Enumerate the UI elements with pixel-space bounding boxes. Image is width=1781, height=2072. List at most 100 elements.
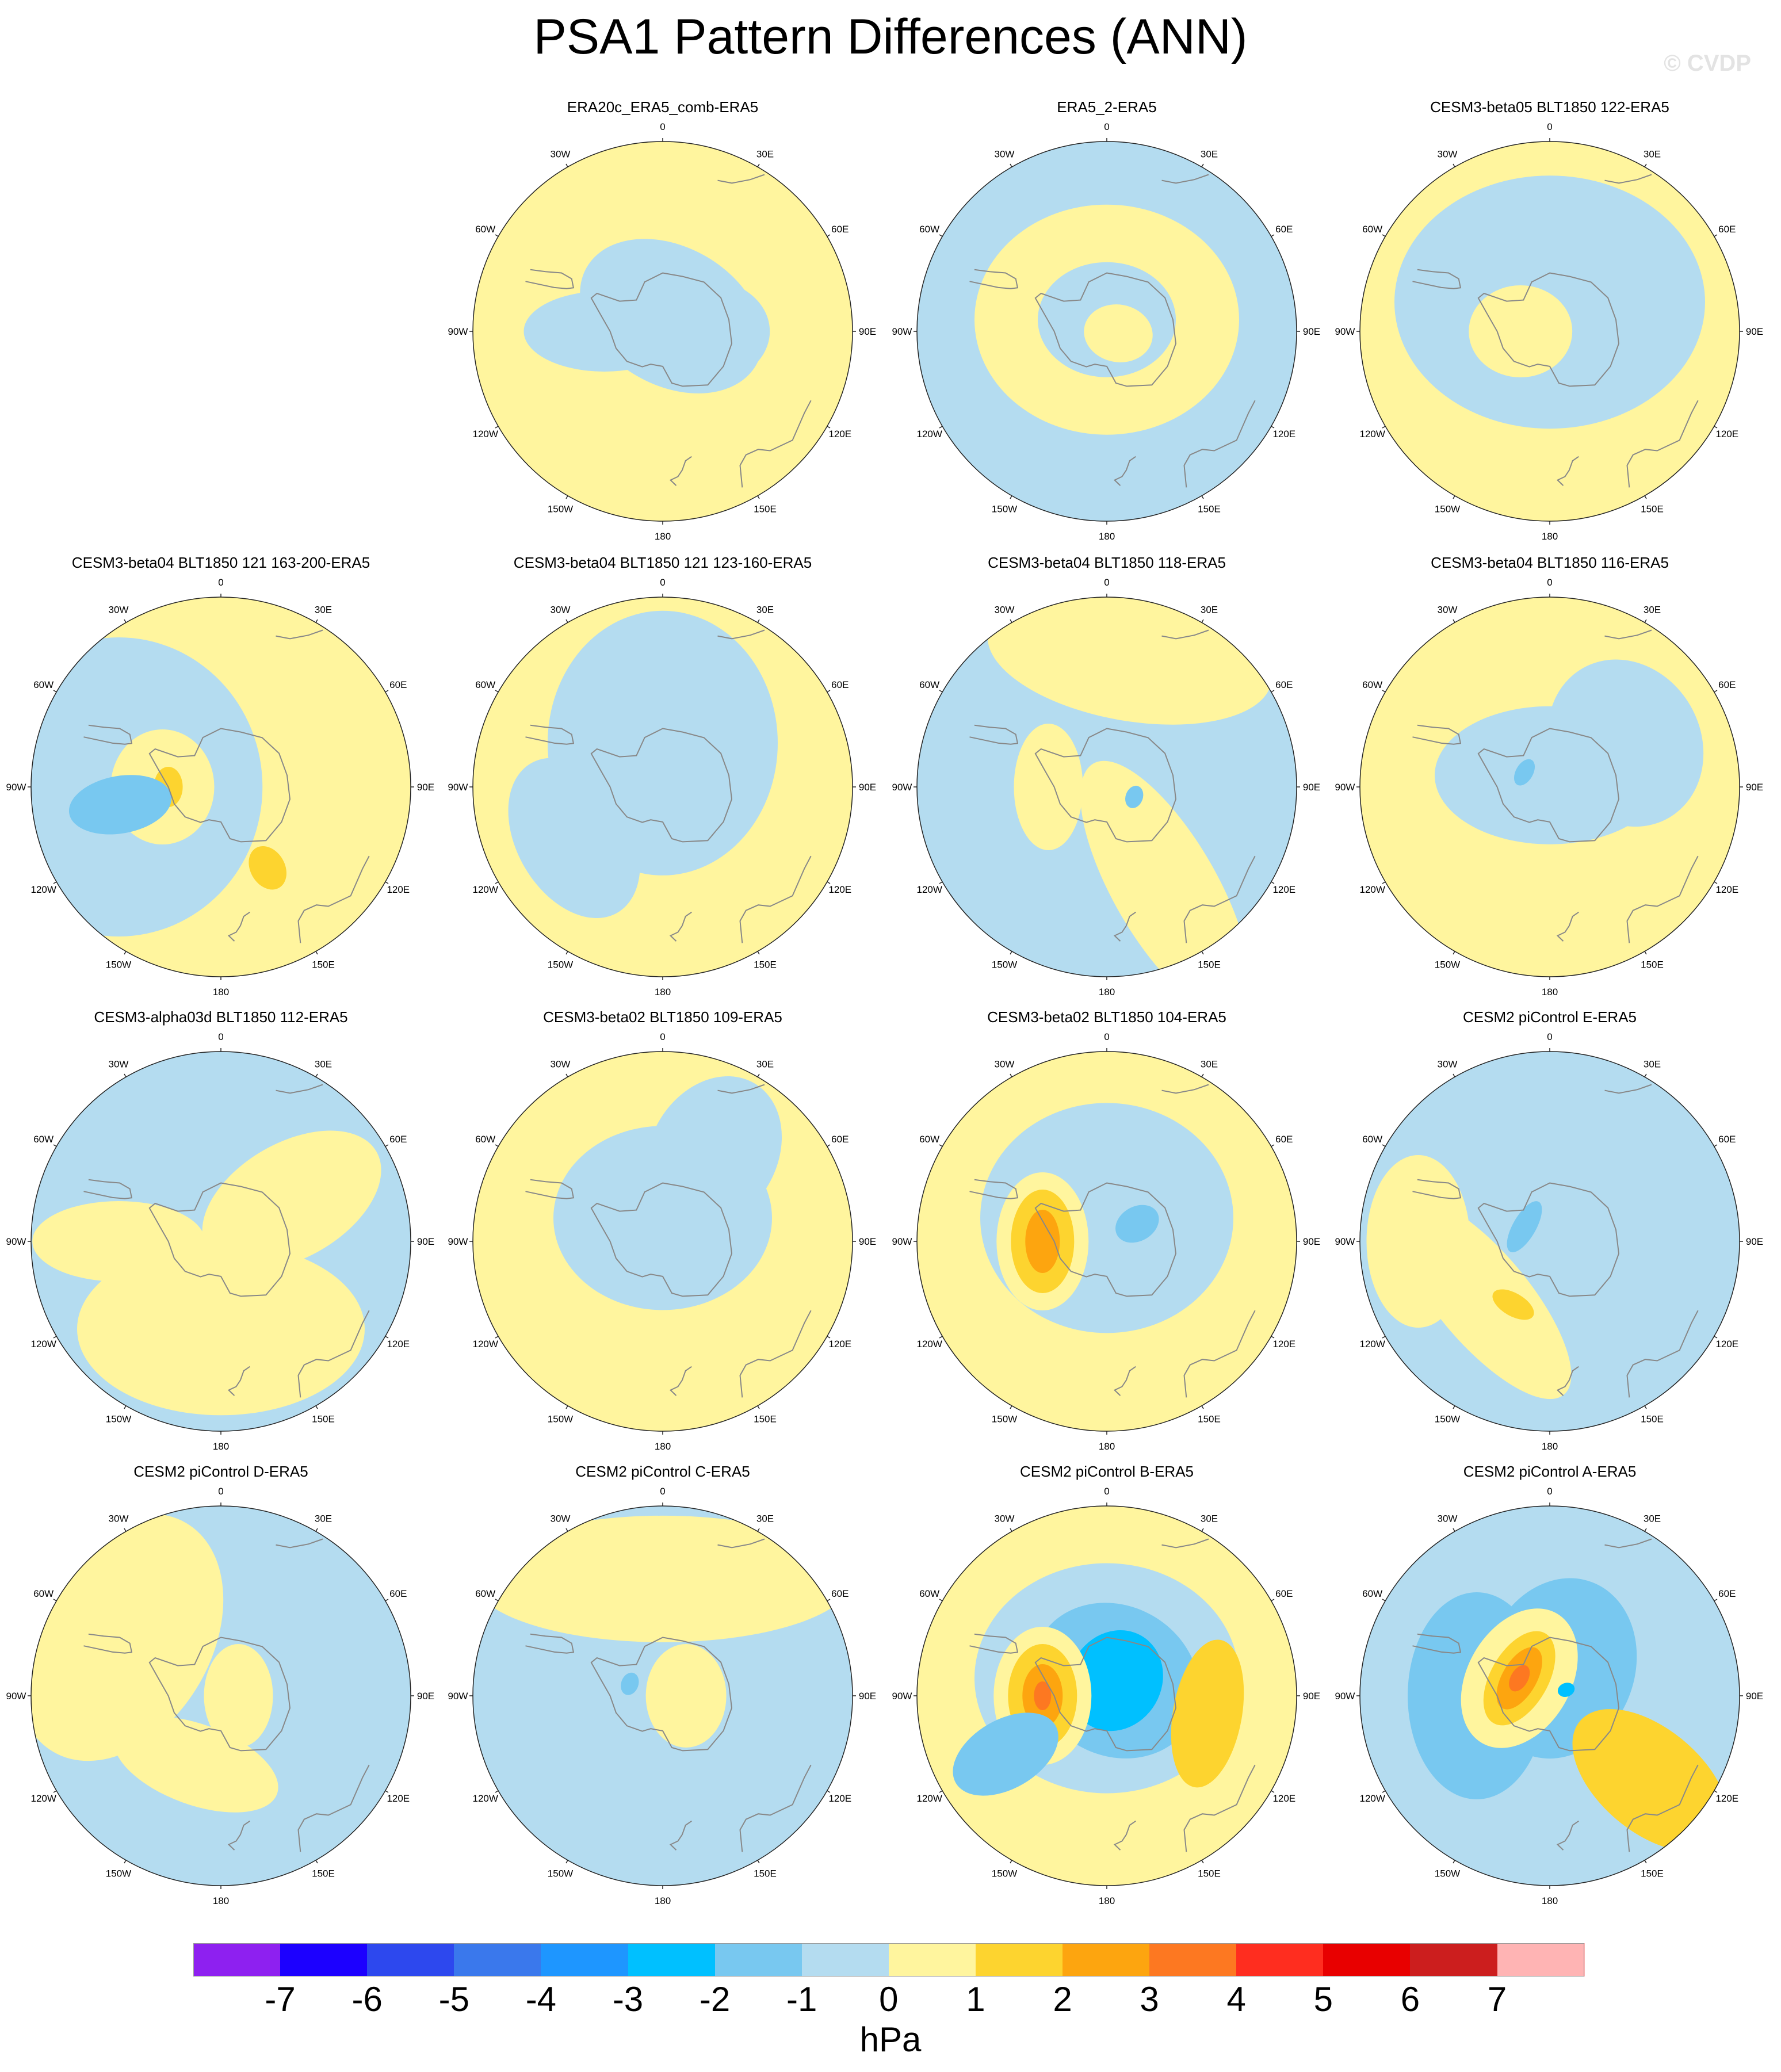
lon-label: 30E <box>1644 149 1661 160</box>
lon-label: 60W <box>1362 1588 1382 1599</box>
polar-map: 0 30E 60E 90E 120E 150E 180 150W 120W 90W 60W 30W <box>1335 577 1764 997</box>
lon-tick <box>1714 1144 1718 1147</box>
contour-region <box>1084 304 1153 362</box>
colorbar-tick-label: -3 <box>612 1980 644 2019</box>
lon-label: 120E <box>1272 1339 1295 1350</box>
contour-region <box>1034 1681 1052 1710</box>
lon-tick <box>1010 1405 1012 1409</box>
lon-tick <box>1382 1336 1386 1339</box>
lon-label: 120E <box>1715 1793 1738 1804</box>
coastline <box>148 1637 291 1752</box>
lon-label: 150W <box>106 1868 131 1879</box>
lon-tick <box>1644 163 1647 167</box>
colorbar-box <box>193 1943 281 1977</box>
lon-label: 30W <box>109 605 129 616</box>
lon-tick <box>565 1405 568 1409</box>
coastline <box>276 629 323 640</box>
colorbar-tick-label: 2 <box>1053 1980 1072 2019</box>
lon-tick <box>757 1528 760 1532</box>
lon-tick <box>1010 1073 1012 1077</box>
colorbar-tick-label: 7 <box>1487 1980 1507 2019</box>
coastline <box>1604 629 1652 640</box>
coastline <box>1034 1182 1177 1297</box>
lon-tick <box>1453 951 1455 955</box>
lon-tick <box>1453 1073 1455 1077</box>
lon-label: 0 <box>1547 1486 1552 1497</box>
panel-title: CESM2 piControl D-ERA5 <box>133 1463 308 1480</box>
lon-label: 90W <box>6 782 26 793</box>
contour-region <box>953 1712 1058 1796</box>
coastline <box>739 1764 812 1852</box>
lon-tick <box>495 1790 499 1793</box>
panel-title: CESM2 piControl B-ERA5 <box>1020 1463 1194 1480</box>
lon-label: 150E <box>1641 1413 1664 1424</box>
lon-label: 150W <box>106 1413 131 1424</box>
lon-label: 180 <box>1099 1441 1115 1452</box>
lon-tick <box>124 1860 127 1864</box>
lon-tick <box>1644 495 1647 499</box>
contour-region <box>645 1076 782 1230</box>
lon-tick <box>1201 495 1204 499</box>
lon-label: 120E <box>387 1339 410 1350</box>
colorbar-tick-label: 4 <box>1226 1980 1246 2019</box>
lon-label: 30E <box>756 605 774 616</box>
lon-label: 0 <box>1547 1031 1552 1042</box>
lon-label: 30E <box>756 1513 774 1524</box>
coastline <box>969 269 1019 289</box>
lon-label: 150E <box>1198 1868 1221 1879</box>
lon-label: 30W <box>551 1059 571 1070</box>
contour-region <box>987 597 1272 725</box>
lon-label: 120E <box>1272 429 1295 439</box>
contour-region <box>1025 1210 1060 1273</box>
map-panel: CESM3-alpha03d BLT1850 112-ERA5 0 30E 60E 90… <box>0 1007 442 1455</box>
lon-tick <box>939 690 943 693</box>
lon-tick <box>1201 1860 1204 1864</box>
lon-label: 30E <box>1201 1513 1218 1524</box>
polar-map: 0 30E 60E 90E 120E 150E 180 150W 120W 90W 60W 30W <box>892 121 1321 542</box>
lon-label: 120W <box>472 429 498 439</box>
lon-label: 60W <box>1362 224 1382 235</box>
coastline <box>297 1764 370 1852</box>
lon-label: 150E <box>754 503 777 514</box>
lon-tick <box>315 1860 318 1864</box>
lon-tick <box>757 1860 760 1864</box>
lon-tick <box>1382 234 1386 237</box>
lon-label: 120W <box>1359 884 1385 895</box>
contour-region <box>1469 285 1573 377</box>
lon-label: 60E <box>389 1588 407 1599</box>
coastline <box>525 1179 575 1199</box>
contour-region <box>202 1130 381 1271</box>
lon-label: 0 <box>1104 577 1109 588</box>
map-panel: ERA5_2-ERA5 0 30E 60E 90E 120E 150E 180 150W 120W… <box>886 97 1328 545</box>
lon-tick <box>827 234 831 237</box>
coastline <box>83 1633 133 1654</box>
lon-label: 120W <box>916 884 942 895</box>
contour-region <box>643 280 770 383</box>
coastline <box>276 1084 323 1094</box>
lon-tick <box>565 1860 568 1864</box>
map-panel: CESM2 piControl D-ERA5 0 30E 60E 90E 120E 150E… <box>0 1461 442 1910</box>
colorbar-tick-label: -1 <box>786 1980 817 2019</box>
lon-label: 90E <box>859 1236 876 1247</box>
lon-tick <box>939 426 943 429</box>
coastline <box>1626 855 1699 943</box>
map-panel: CESM2 piControl A-ERA5 0 30E 60E 90E 120E 150E… <box>1329 1461 1771 1910</box>
lon-label: 30E <box>756 149 774 160</box>
coastline <box>227 1820 250 1851</box>
polar-map: 0 30E 60E 90E 120E 150E 180 150W 120W 90W 60W 30W <box>892 577 1321 997</box>
lon-tick <box>827 1790 831 1793</box>
map-panel: CESM2 piControl B-ERA5 0 30E 60E 90E 120E 150E… <box>886 1461 1328 1910</box>
lon-label: 60W <box>919 1588 939 1599</box>
lon-label: 30W <box>1438 605 1458 616</box>
coastline <box>1626 400 1699 488</box>
lon-tick <box>565 951 568 955</box>
coastline <box>1161 174 1209 184</box>
lon-label: 180 <box>1542 531 1558 542</box>
lon-tick <box>385 1336 389 1339</box>
coastline <box>969 724 1019 745</box>
panel-title: CESM3-beta04 BLT1850 118-ERA5 <box>988 554 1226 571</box>
lon-label: 90E <box>1303 1236 1320 1247</box>
lon-label: 120E <box>1715 884 1738 895</box>
coastline <box>669 456 692 486</box>
lon-label: 30E <box>315 605 332 616</box>
